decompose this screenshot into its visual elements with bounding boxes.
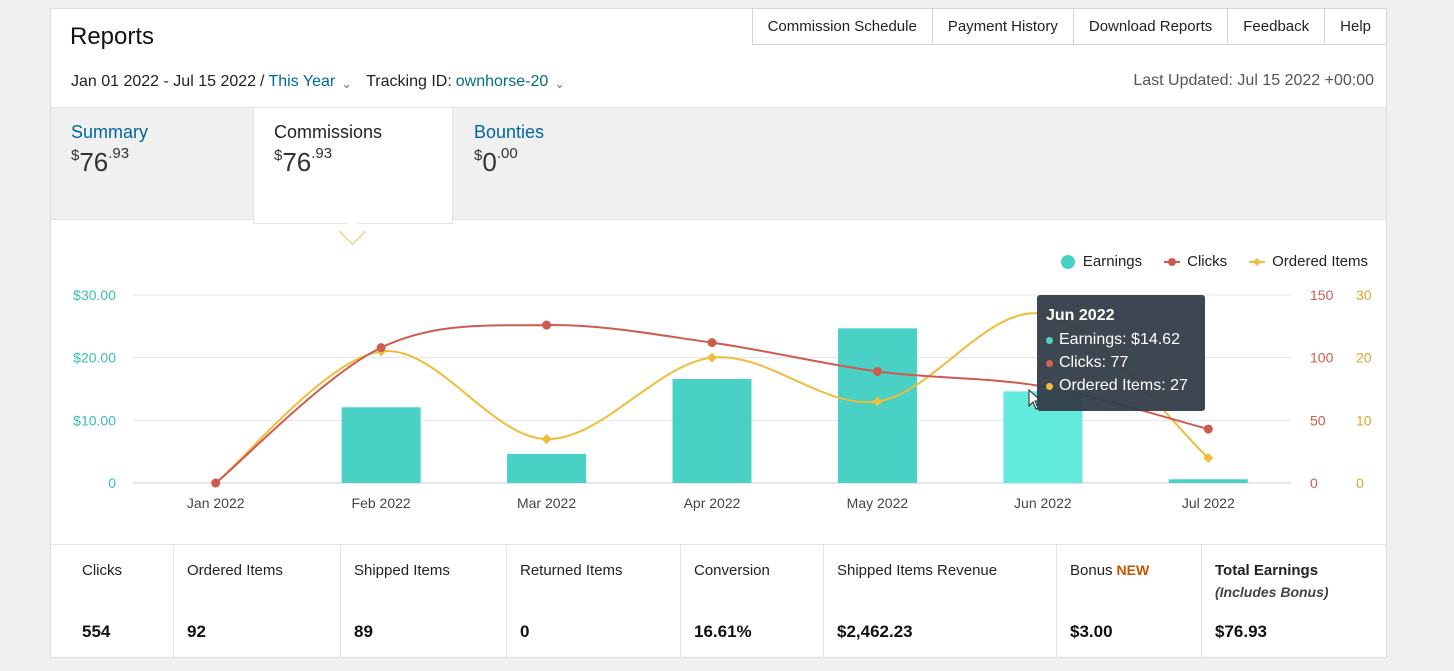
earnings-bar	[672, 378, 752, 483]
y-right-clicks-tick-label: 50	[1310, 412, 1326, 428]
clicks-point	[211, 478, 221, 488]
payment-history-button[interactable]: Payment History	[931, 9, 1073, 44]
date-preset-dropdown[interactable]: This Year	[268, 73, 336, 90]
stat-conversion: Conversion 16.61%	[680, 545, 823, 658]
y-left-tick-label: $20.00	[73, 350, 116, 366]
x-tick-label: Mar 2022	[517, 495, 576, 511]
help-button[interactable]: Help	[1324, 9, 1386, 44]
ordered-items-point	[707, 352, 717, 363]
clicks-point	[376, 343, 386, 353]
filter-row: Jan 01 2022 - Jul 15 2022 / This Year ⌄ …	[71, 73, 579, 91]
tab-amount: $76.93	[274, 145, 333, 177]
date-range: Jan 01 2022 - Jul 15 2022	[71, 73, 257, 90]
stats-bar: Clicks 554 Ordered Items 92 Shipped Items 8…	[51, 544, 1386, 658]
x-tick-label: Feb 2022	[352, 495, 411, 511]
tracking-label: Tracking ID:	[366, 73, 452, 90]
legend-ordered-items[interactable]: Ordered Items	[1249, 253, 1368, 270]
legend-clicks[interactable]: Clicks	[1164, 253, 1227, 270]
tab-bounties[interactable]: Bounties $0.00	[454, 108, 654, 219]
y-right-clicks-tick-label: 150	[1310, 287, 1334, 303]
chart-legend: Earnings Clicks Ordered Items	[1060, 253, 1368, 270]
new-badge: NEW	[1116, 562, 1150, 578]
y-right-clicks-tick-label: 0	[1310, 475, 1318, 491]
stat-bonus: Bonus NEW $3.00	[1056, 545, 1201, 658]
x-tick-label: Apr 2022	[684, 495, 741, 511]
tooltip-ordered: Ordered Items: 27	[1046, 377, 1205, 395]
stat-shipped-revenue: Shipped Items Revenue $2,462.23	[823, 545, 1056, 658]
x-tick-label: Jun 2022	[1014, 495, 1072, 511]
reports-panel: Reports Commission Schedule Payment Hist…	[50, 8, 1387, 658]
clicks-point	[542, 320, 552, 330]
y-right-items-tick-label: 0	[1356, 475, 1364, 491]
tracking-id-dropdown[interactable]: ownhorse-20	[455, 73, 549, 90]
y-right-clicks-tick-label: 100	[1310, 350, 1334, 366]
tab-summary[interactable]: Summary $76.93	[51, 108, 251, 219]
tooltip-clicks: Clicks: 77	[1046, 354, 1205, 372]
clicks-point	[707, 338, 717, 348]
page-title: Reports	[70, 23, 155, 50]
last-updated: Last Updated: Jul 15 2022 +00:00	[1133, 72, 1374, 89]
chevron-down-icon[interactable]: ⌄	[341, 76, 353, 91]
stat-clicks: Clicks 554	[82, 562, 122, 641]
y-right-items-tick-label: 10	[1356, 412, 1372, 428]
y-left-tick-label: 0	[108, 475, 116, 491]
x-tick-label: Jul 2022	[1182, 495, 1235, 511]
earnings-chart[interactable]: 0 0 0 $10.00 50 10 $20.00 100 20 $30.00 150 30 Jan 2…	[51, 9, 1386, 544]
earnings-bar	[341, 407, 421, 483]
earnings-bar	[1168, 479, 1248, 483]
y-left-tick-label: $30.00	[73, 287, 116, 303]
tab-commissions[interactable]: Commissions $76.93	[253, 108, 453, 224]
ordered-items-point	[541, 434, 552, 445]
line-diamond-icon	[1249, 257, 1266, 266]
stat-returned-items: Returned Items 0	[506, 545, 680, 658]
ordered-items-point	[1203, 452, 1214, 463]
stat-shipped-items: Shipped Items 89	[340, 545, 506, 658]
date-separator: /	[260, 73, 265, 90]
tab-label: Commissions	[274, 122, 383, 142]
tab-label[interactable]: Bounties	[474, 122, 545, 142]
tab-amount: $76.93	[71, 145, 130, 177]
earnings-bar	[507, 453, 587, 483]
chart-tooltip: Jun 2022 Earnings: $14.62 Clicks: 77 Ord…	[1037, 295, 1205, 411]
circle-marker-icon	[1060, 254, 1075, 269]
y-right-items-tick-label: 20	[1356, 350, 1372, 366]
ordered-items-point	[872, 396, 883, 407]
commission-schedule-button[interactable]: Commission Schedule	[767, 18, 917, 35]
tooltip-title: Jun 2022	[1046, 307, 1115, 324]
feedback-button[interactable]: Feedback	[1227, 9, 1324, 44]
download-reports-button[interactable]: Download Reports	[1072, 9, 1227, 44]
top-nav: Commission Schedule Payment History Down…	[751, 8, 1387, 45]
report-tabs: Summary $76.93 Commissions $76.93 Bounti…	[51, 107, 1386, 224]
legend-earnings[interactable]: Earnings	[1060, 253, 1142, 270]
x-tick-label: Jan 2022	[187, 495, 245, 511]
line-dot-icon	[1164, 257, 1181, 266]
clicks-point	[1203, 424, 1213, 434]
stat-ordered-items: Ordered Items 92	[173, 545, 340, 658]
y-left-tick-label: $10.00	[73, 412, 116, 428]
y-right-items-tick-label: 30	[1356, 287, 1372, 303]
x-tick-label: May 2022	[847, 495, 909, 511]
stat-total-earnings: Total Earnings (Includes Bonus) $76.93	[1201, 545, 1386, 658]
chevron-down-icon[interactable]: ⌄	[554, 76, 566, 91]
tab-label[interactable]: Summary	[71, 122, 149, 142]
clicks-point	[872, 366, 882, 376]
tooltip-earnings: Earnings: $14.62	[1046, 331, 1205, 349]
tab-amount: $0.00	[474, 145, 518, 177]
